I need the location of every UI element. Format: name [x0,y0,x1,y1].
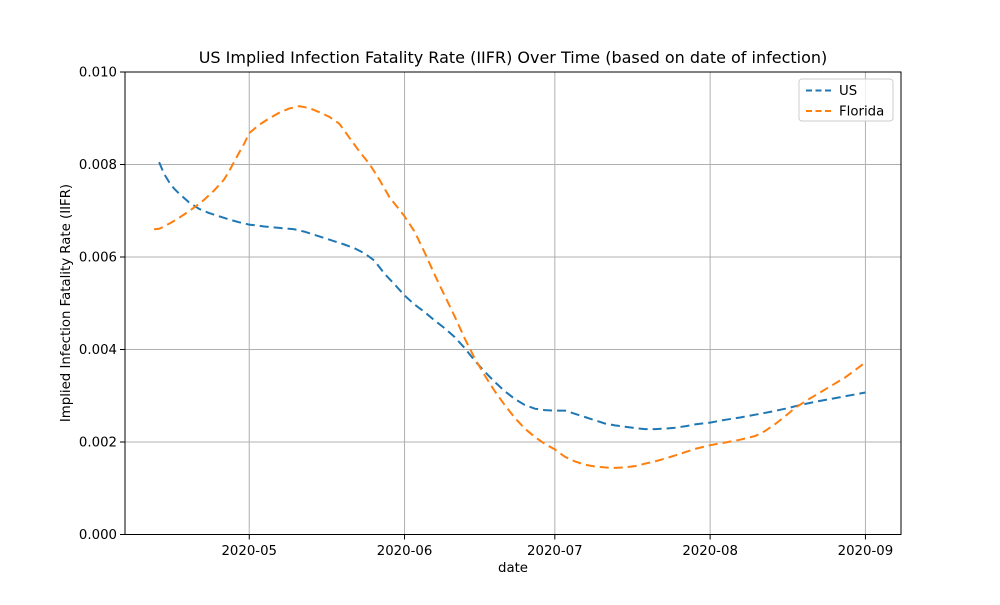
y-tick-label: 0.010 [79,66,117,81]
series-lines [154,105,867,469]
legend-swatches [806,89,831,112]
legend-item-us-label: US [839,84,857,99]
y-tick-label: 0.000 [79,528,117,543]
plot-border [124,71,902,535]
x-tick-label: 2020-08 [682,544,738,559]
chart-title: US Implied Infection Fatality Rate (IIFR… [199,48,828,67]
x-tick-label: 2020-07 [527,544,583,559]
x-tick-label: 2020-09 [838,544,894,559]
axes [124,71,902,535]
x-tick-label: 2020-05 [221,544,277,559]
y-tick-label: 0.006 [79,251,117,266]
us-series-line [158,161,866,431]
grid [125,71,901,535]
y-tick-label: 0.002 [79,436,117,451]
x-tick-label: 2020-06 [377,544,433,559]
legend-item-florida-label: Florida [839,105,884,120]
y-axis-label: Implied Infection Fatality Rate (IIFR) [59,184,74,422]
tick-marks-and-labels: 2020-05 2020-06 2020-07 2020-08 2020-09 0.000… [79,66,893,560]
y-tick-label: 0.004 [79,343,117,358]
florida-series-line [154,105,867,469]
x-axis-label: date [498,561,528,576]
legend-box [798,78,894,122]
legend: US Florida [798,78,894,122]
y-tick-label: 0.008 [79,158,117,173]
